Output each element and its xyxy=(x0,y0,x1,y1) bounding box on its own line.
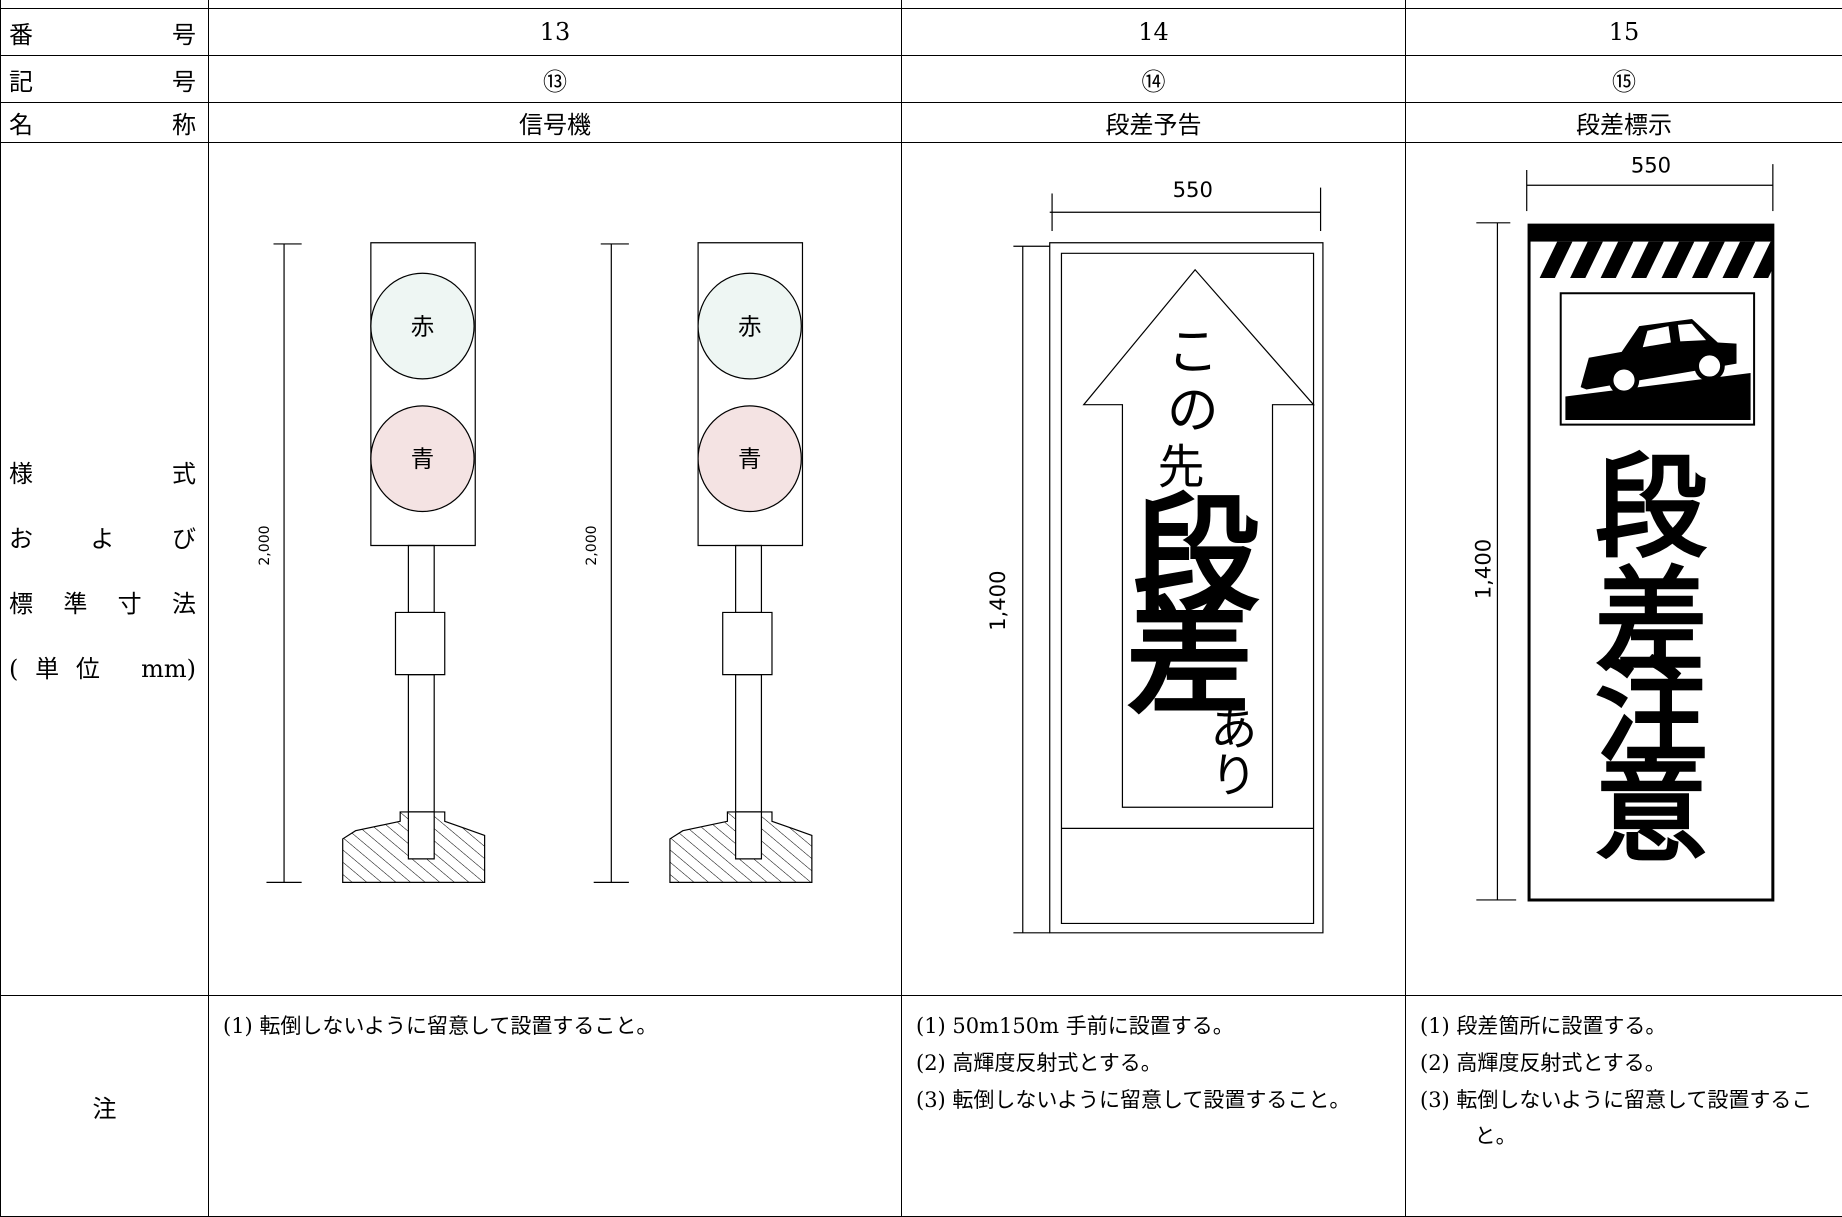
name-row: 名称 信号機 段差予告 段差標示 xyxy=(1,103,1842,143)
lamp-label: 赤 xyxy=(411,312,434,340)
notice-drawing: 550 1,400 こ の 先 段 差 あ り xyxy=(902,143,1405,995)
sign-text: こ xyxy=(1167,322,1219,382)
notes-row: 注 (1) 転倒しないように留意して設置すること。 (1) 50m150m 手前… xyxy=(1,996,1842,1217)
row-label: (単位 mm) xyxy=(9,649,196,684)
cell: 段差予告 xyxy=(902,103,1406,143)
cell: ⑭ xyxy=(902,56,1406,103)
note: (3) 転倒しないように留意して設置すること。 xyxy=(916,1082,1393,1119)
note: (1) 50m150m 手前に設置する。 xyxy=(916,1008,1393,1045)
row-label: 様式 xyxy=(9,454,196,489)
notes-cell: (1) 50m150m 手前に設置する。 (2) 高輝度反射式とする。 (3) … xyxy=(902,996,1406,1217)
notes-cell: (1) 転倒しないように留意して設置すること。 xyxy=(209,996,902,1217)
signal xyxy=(266,243,484,883)
top-row xyxy=(1,0,1842,9)
sign-text: り xyxy=(1210,749,1257,804)
dimension-label: 2,000 xyxy=(584,525,600,565)
note: (3) 転倒しないように留意して設置すること。 xyxy=(1420,1082,1830,1156)
dimension-label: 1,400 xyxy=(1470,539,1495,599)
row-label: 記号 xyxy=(9,62,196,97)
row-label: 注 xyxy=(1,996,209,1217)
cell: 15 xyxy=(1406,9,1842,56)
dimension-label: 550 xyxy=(1631,152,1671,177)
sign-text: 意 xyxy=(1595,747,1708,878)
drawing-cell: 550 1,400 こ の 先 段 差 あ り xyxy=(902,143,1406,996)
sign-text: の xyxy=(1167,381,1219,441)
drawing-cell: 赤 青 2,000 赤 青 2,000 xyxy=(209,143,902,996)
cell: 段差標示 xyxy=(1406,103,1842,143)
lamp-label: 赤 xyxy=(738,312,761,340)
cell: 信号機 xyxy=(209,103,902,143)
note: (2) 高輝度反射式とする。 xyxy=(916,1045,1393,1082)
sign-text: 段 xyxy=(1595,443,1708,574)
cell: 14 xyxy=(902,9,1406,56)
cell: ⑮ xyxy=(1406,56,1842,103)
note: (1) 段差箇所に設置する。 xyxy=(1420,1008,1830,1045)
style-row: 様式 および 標準寸法 (単位 mm) 赤 青 2,000 赤 青 2,000 … xyxy=(1,143,1842,996)
signal xyxy=(594,243,812,883)
cell: ⑬ xyxy=(209,56,902,103)
number-row: 番号 13 14 15 xyxy=(1,9,1842,56)
row-label: および xyxy=(9,519,196,554)
row-label: 番号 xyxy=(9,15,196,50)
lamp-label: 青 xyxy=(411,445,434,473)
row-label: 標準寸法 xyxy=(9,584,196,619)
symbol-row: 記号 ⑬ ⑭ ⑮ xyxy=(1,56,1842,103)
dimension-label: 1,400 xyxy=(985,570,1010,630)
lamp-label: 青 xyxy=(738,445,761,473)
drawing-cell: 550 1,400 段 差 注 意 xyxy=(1406,143,1842,996)
note: (1) 転倒しないように留意して設置すること。 xyxy=(223,1008,889,1045)
notes-cell: (1) 段差箇所に設置する。 (2) 高輝度反射式とする。 (3) 転倒しないよ… xyxy=(1406,996,1842,1217)
signal-drawing: 赤 青 2,000 赤 青 2,000 xyxy=(209,143,901,995)
dimension-label: 550 xyxy=(1173,177,1213,202)
marker-drawing: 550 1,400 段 差 注 意 xyxy=(1406,143,1842,995)
note: (2) 高輝度反射式とする。 xyxy=(1420,1045,1830,1082)
dimension-label: 2,000 xyxy=(257,525,273,565)
row-label: 名称 xyxy=(9,105,196,140)
cell: 13 xyxy=(209,9,902,56)
